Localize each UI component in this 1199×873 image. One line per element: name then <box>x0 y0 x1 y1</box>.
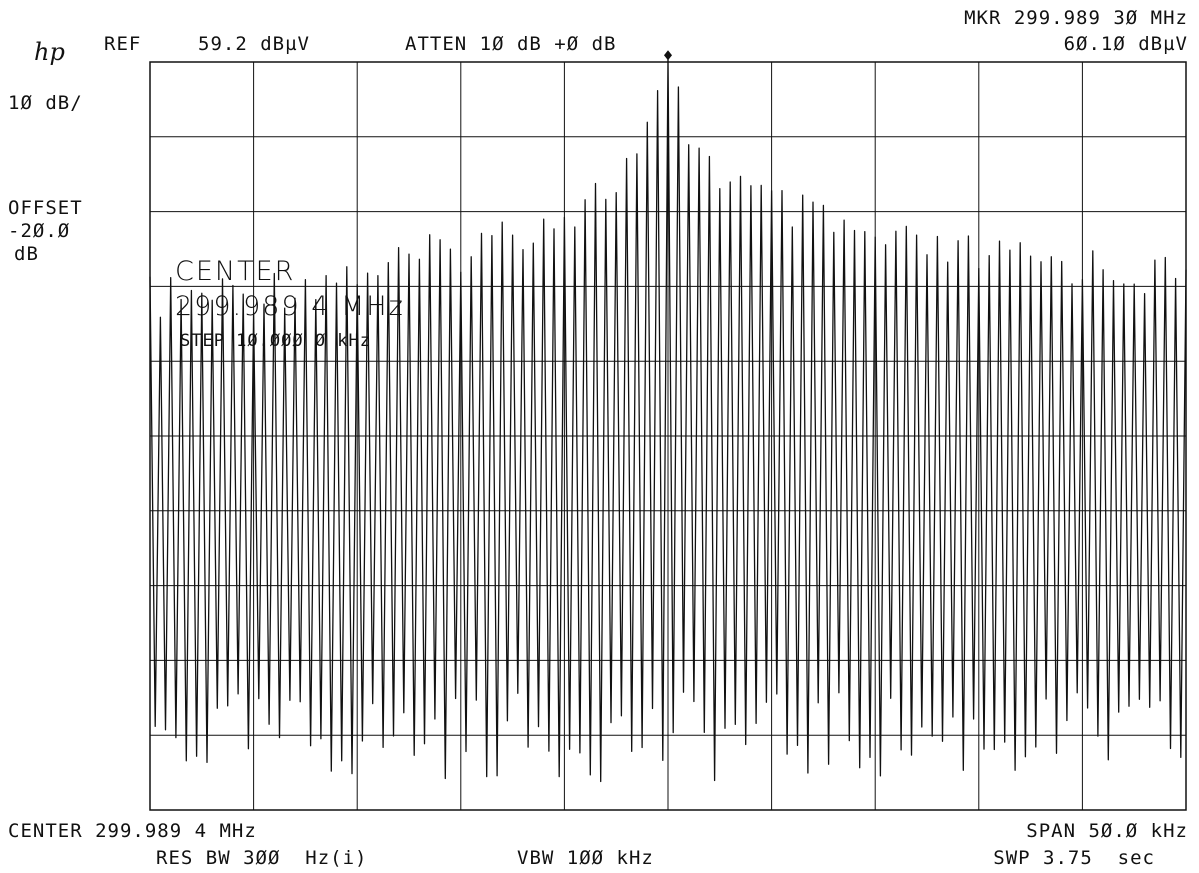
marker-level: 6Ø.1Ø dBµV <box>1063 33 1188 55</box>
ref-label: REF <box>104 33 142 55</box>
offset-value: -2Ø.Ø <box>8 220 71 242</box>
attenuation: ATTEN 1Ø dB +Ø dB <box>405 33 617 55</box>
graticule-grid <box>150 62 1186 810</box>
marker-frequency: MKR 299.989 3Ø MHz <box>964 7 1188 29</box>
offset-unit: dB <box>14 243 39 265</box>
footer-resolution-bandwidth: RES BW 3ØØ Hz(i) <box>156 847 368 869</box>
center-label-overlay: CENTER <box>175 256 296 287</box>
scale-per-division: 1Ø dB/ <box>8 92 83 114</box>
hp-logo: hp <box>34 38 65 66</box>
footer-video-bandwidth: VBW 1ØØ kHz <box>517 847 654 869</box>
offset-label: OFFSET <box>8 197 83 219</box>
marker-diamond <box>664 50 672 61</box>
footer-sweep-time: SWP 3.75 sec <box>993 847 1155 869</box>
footer-center-frequency: CENTER 299.989 4 MHz <box>8 820 257 842</box>
footer-span: SPAN 5Ø.Ø kHz <box>1026 820 1188 842</box>
step-overlay: STEP 1Ø.ØØØ Ø kHz <box>180 331 371 351</box>
center-value-overlay: 299.989 4 MHz <box>175 291 405 322</box>
ref-level: 59.2 dBµV <box>198 33 310 55</box>
